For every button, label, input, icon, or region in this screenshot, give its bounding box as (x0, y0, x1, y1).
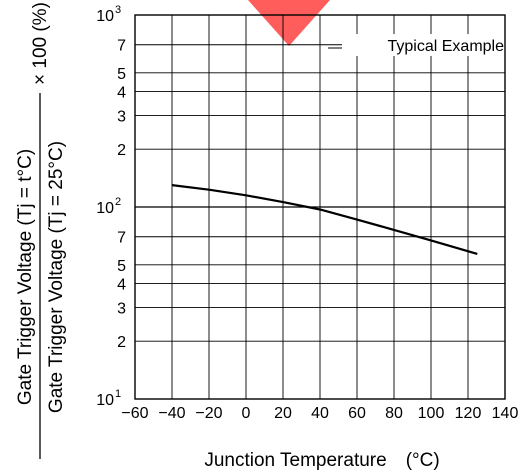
x-tick-label: 60 (348, 405, 366, 422)
x-tick-label: 120 (455, 405, 482, 422)
y-tick-exponent: 3 (115, 4, 121, 16)
grid (135, 15, 505, 399)
x-tick-label: −40 (158, 405, 185, 422)
x-tick-label: 40 (311, 405, 329, 422)
x-tick-labels: −60 −40 −20 0 20 40 60 80 100 120 140 (121, 405, 518, 422)
y-axis-label-factor: × 100 (%) (30, 2, 51, 85)
annotation-label: Typical Example (388, 38, 505, 55)
y-tick-label: 2 (117, 142, 126, 159)
y-axis-label: Gate Trigger Voltage (Tj = t°C) Gate Tri… (15, 2, 67, 459)
y-tick-exponent: 2 (115, 196, 121, 208)
y-tick-label: 5 (117, 66, 126, 83)
x-tick-label: −60 (121, 405, 148, 422)
plot-frame (134, 14, 506, 400)
x-tick-label: 140 (492, 405, 519, 422)
annotation-box (342, 34, 510, 56)
y-tick-label: 10 (96, 200, 114, 217)
y-tick-exponent: 1 (115, 388, 121, 400)
series-line (171, 184, 478, 255)
y-tick-label: 4 (117, 276, 126, 293)
y-tick-label: 2 (117, 334, 126, 351)
y-tick-label: 10 (96, 8, 114, 25)
y-tick-label: 5 (117, 258, 126, 275)
x-tick-label: 100 (418, 405, 445, 422)
x-tick-label: −20 (195, 405, 222, 422)
x-tick-label: 20 (274, 405, 292, 422)
y-tick-label: 10 (96, 392, 114, 409)
y-tick-label: 7 (117, 38, 126, 55)
y-axis-label-numerator: Gate Trigger Voltage (Tj = t°C) (15, 149, 36, 405)
watermark-mark (248, 0, 330, 46)
y-tick-label: 4 (117, 84, 126, 101)
x-tick-label: 80 (385, 405, 403, 422)
y-axis-label-denominator: Gate Trigger Voltage (Tj = 25°C) (46, 141, 67, 413)
x-axis-label: Junction Temperature (°C) (204, 450, 439, 471)
y-tick-label: 3 (117, 300, 126, 317)
x-tick-label: 0 (242, 405, 251, 422)
y-tick-label: 7 (117, 230, 126, 247)
y-tick-label: 3 (117, 108, 126, 125)
